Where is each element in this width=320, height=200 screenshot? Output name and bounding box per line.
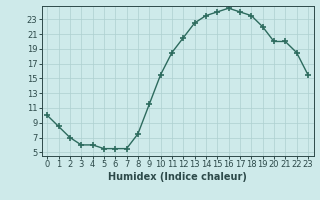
X-axis label: Humidex (Indice chaleur): Humidex (Indice chaleur) — [108, 172, 247, 182]
